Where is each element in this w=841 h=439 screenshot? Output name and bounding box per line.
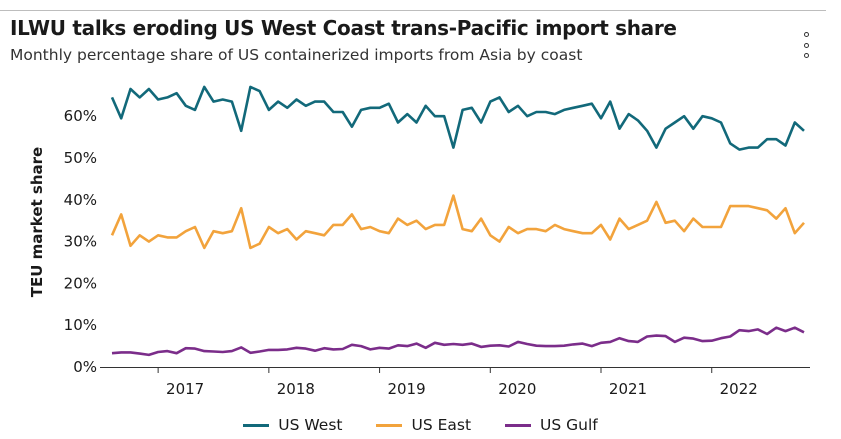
x-tick-label: 2021 (609, 380, 647, 398)
header-rule (0, 10, 826, 11)
legend-label-us-east: US East (411, 416, 472, 434)
y-axis-label: TEU market share (28, 147, 46, 297)
legend-label-us-west: US West (278, 416, 343, 434)
y-tick-label: 60% (64, 107, 97, 125)
x-tick-label: 2022 (720, 380, 758, 398)
y-tick-label: 50% (64, 149, 97, 167)
y-tick-label: 40% (64, 191, 97, 209)
series-line-us-west[interactable] (110, 85, 805, 151)
x-tick-label: 2020 (498, 380, 536, 398)
legend-label-us-gulf: US Gulf (540, 416, 598, 434)
kebab-menu-icon[interactable] (795, 32, 817, 58)
y-tick-label: 0% (73, 358, 97, 376)
legend-item-us-east[interactable]: US East (376, 416, 471, 434)
menu-dot (803, 53, 809, 58)
y-tick-label: 10% (64, 316, 97, 334)
series-lines (110, 85, 805, 357)
x-tick-label: 2018 (277, 380, 315, 398)
y-tick-label: 20% (64, 274, 97, 292)
series-line-us-gulf[interactable] (111, 326, 805, 357)
y-tick-label: 30% (64, 233, 97, 251)
legend-swatch-us-gulf (505, 423, 532, 427)
menu-dot (803, 32, 809, 37)
menu-dot (803, 42, 809, 48)
legend-item-us-west[interactable]: US West (243, 416, 342, 434)
legend-swatch-us-west (243, 423, 270, 427)
x-tick-label: 2019 (387, 380, 425, 398)
legend-swatch-us-east (376, 423, 403, 427)
legend-item-us-gulf[interactable]: US Gulf (505, 416, 598, 434)
line-chart: 0% 10% 20% 30% 40% 50% 60% 2017 2018 2019 2020 202… (28, 85, 810, 398)
chart-subtitle: Monthly percentage share of US container… (10, 46, 583, 64)
y-axis: 0% 10% 20% 30% 40% 50% 60% (64, 107, 97, 376)
chart-title: ILWU talks eroding US West Coast trans-P… (10, 16, 677, 40)
legend: US West US East US Gulf (0, 416, 841, 434)
series-line-us-east[interactable] (110, 194, 805, 250)
x-tick-label: 2017 (166, 380, 204, 398)
x-axis: 2017 2018 2019 2020 2021 2022 (100, 367, 810, 398)
